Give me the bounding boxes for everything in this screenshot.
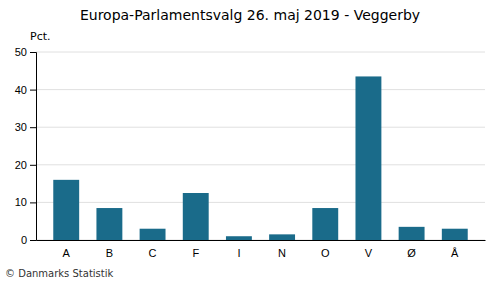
y-tick: 0 (21, 234, 36, 246)
bar (96, 208, 122, 240)
plot-area: A B C F I N O V Ø Å 0 10 20 30 40 50 (15, 46, 486, 259)
x-tick-label: O (321, 247, 330, 259)
x-tick-label: A (63, 247, 71, 259)
x-tick-label: V (365, 247, 373, 259)
x-tick: V (365, 247, 373, 259)
title: Europa-Parlamentsvalg 26. maj 2019 - Veg… (80, 7, 420, 23)
y-tick-mark (30, 202, 36, 203)
x-tick-label: N (278, 247, 286, 259)
y-tick-mark (30, 52, 36, 53)
bar (183, 193, 209, 240)
y-tick-mark (30, 240, 36, 241)
y-tick: 10 (15, 196, 36, 208)
x-tick: Å (451, 247, 459, 259)
bar (53, 180, 79, 240)
chart-container: Europa-Parlamentsvalg 26. maj 2019 - Veg… (0, 0, 500, 282)
x-tick: O (321, 247, 330, 259)
x-tick: Ø (407, 247, 416, 259)
y-tick-label: 50 (15, 46, 27, 58)
bar (442, 229, 468, 240)
x-tick-label: Ø (407, 247, 416, 259)
bar (312, 208, 338, 240)
bar (226, 236, 252, 240)
x-tick: I (237, 247, 240, 259)
chart-svg: Europa-Parlamentsvalg 26. maj 2019 - Veg… (0, 0, 500, 282)
x-tick: C (149, 247, 157, 259)
grid-line (36, 164, 485, 165)
y-tick: 20 (15, 159, 36, 171)
y-tick: 40 (15, 84, 36, 96)
x-tick-label: C (149, 247, 157, 259)
grid-line (36, 202, 485, 203)
bar (399, 227, 425, 240)
x-tick: A (63, 247, 71, 259)
y-tick-label: 20 (15, 159, 27, 171)
x-tick-label: B (106, 247, 113, 259)
y-axis-line (30, 53, 37, 241)
x-tick-label: F (192, 247, 199, 259)
x-axis-line (37, 240, 486, 241)
grid-line (36, 127, 485, 128)
x-tick: F (192, 247, 199, 259)
bar (269, 234, 295, 240)
y-tick-mark (30, 127, 36, 128)
y-tick-label: 30 (15, 121, 27, 133)
y-tick-mark (30, 90, 36, 91)
y-tick-mark (30, 165, 36, 166)
bars (53, 76, 467, 240)
grid-line (36, 89, 485, 90)
y-tick-label: 10 (15, 196, 27, 208)
footer: © Danmarks Statistik (5, 268, 114, 279)
bar (355, 76, 381, 240)
y-tick-label: 0 (21, 234, 27, 246)
x-tick: B (106, 247, 113, 259)
y-axis: 0 10 20 30 40 50 (15, 46, 37, 246)
y-tick-label: 40 (15, 84, 27, 96)
y-tick: 30 (15, 121, 36, 133)
x-tick: N (278, 247, 286, 259)
x-tick-label: I (237, 247, 240, 259)
grid (36, 52, 485, 240)
y-tick: 50 (15, 46, 36, 58)
bar (140, 229, 166, 240)
x-tick-label: Å (451, 247, 459, 259)
grid-line (36, 52, 485, 53)
y-axis-label: Pct. (30, 30, 51, 43)
x-axis: ABCFINOVØÅ (37, 241, 486, 259)
